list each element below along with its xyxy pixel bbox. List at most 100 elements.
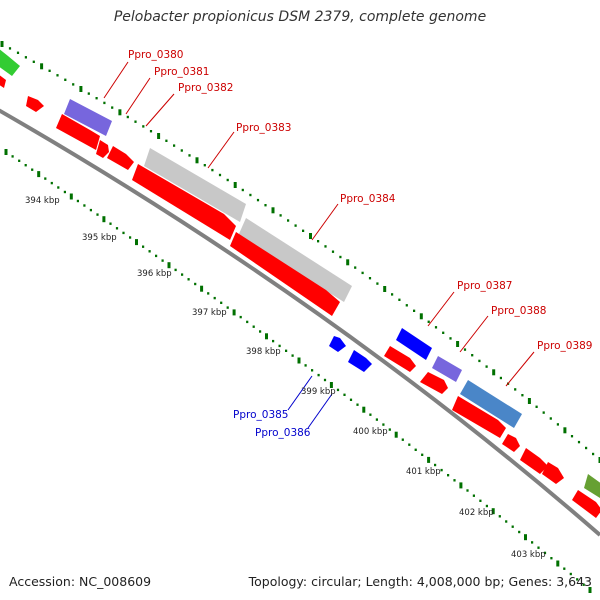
cds-forward-b[interactable] (520, 448, 548, 474)
cds-0380[interactable] (56, 114, 100, 150)
gene-label[interactable]: Ppro_0385 (233, 409, 288, 421)
tick-minor (241, 188, 244, 192)
tick-minor (279, 214, 282, 217)
tick-minor (453, 479, 456, 482)
tick-minor (220, 301, 223, 304)
tick-minor (259, 330, 262, 333)
misc-feature-0389[interactable] (460, 380, 522, 428)
tick-minor (57, 186, 60, 189)
tick-major (427, 456, 431, 463)
tick-labels: 394 kbp 395 kbp 396 kbp 397 kbp 398 kbp … (25, 196, 546, 560)
tick-minor (63, 190, 66, 194)
tick-minor (413, 309, 416, 312)
gene-label[interactable]: Ppro_0387 (457, 280, 512, 292)
tick-minor (148, 250, 151, 253)
callout-0384 (311, 203, 339, 241)
tick-minor (549, 417, 552, 420)
feature-green-top[interactable] (0, 48, 20, 76)
tick-major (79, 86, 83, 92)
feature-olive[interactable] (584, 474, 600, 498)
tick-minor (50, 181, 53, 185)
rna-0383[interactable] (144, 148, 246, 222)
tick-minor (95, 97, 98, 100)
tick-minor (576, 578, 579, 581)
genome-backbone (0, 108, 600, 537)
tick-minor (18, 159, 21, 162)
tick-minor (391, 293, 394, 296)
tick-major (195, 157, 199, 164)
cds-forward-a[interactable] (502, 434, 520, 452)
cds-0381[interactable] (96, 140, 109, 158)
tick-minor (317, 240, 320, 243)
cds-0382[interactable] (107, 146, 134, 170)
gene-labels: Ppro_0380 Ppro_0381 Ppro_0382 Ppro_0383 … (128, 49, 592, 439)
inner-tick-ring (4, 149, 592, 593)
misc-feature-0388[interactable] (432, 356, 462, 382)
cds-0385[interactable] (329, 336, 346, 352)
tick-minor (207, 292, 210, 295)
tick-label: 396 kbp (137, 269, 172, 279)
tick-minor (87, 92, 90, 95)
gene-label[interactable]: Ppro_0386 (255, 427, 311, 439)
tick-minor (542, 411, 545, 414)
rna-0384[interactable] (238, 218, 352, 302)
tick-minor (188, 154, 191, 157)
tick-minor (434, 326, 438, 329)
tick-label: 394 kbp (25, 196, 60, 206)
tick-minor (256, 198, 260, 202)
tick-minor (165, 139, 168, 142)
tick-minor (96, 213, 99, 216)
tick-major (232, 309, 236, 316)
gene-label[interactable]: Ppro_0388 (491, 305, 546, 317)
tick-minor (535, 405, 538, 408)
gene-label[interactable]: Ppro_0389 (537, 340, 592, 352)
tick-minor (449, 337, 452, 340)
tick-major (157, 133, 161, 139)
cds-0384[interactable] (230, 232, 340, 316)
tick-minor (356, 403, 359, 406)
tick-minor (249, 193, 252, 197)
tick-minor (336, 388, 340, 392)
cds-reverse-0387[interactable] (396, 328, 432, 360)
cds-0388[interactable] (420, 372, 448, 394)
tick-minor (311, 369, 314, 372)
cds-0386[interactable] (348, 350, 372, 372)
tick-minor (408, 443, 411, 446)
gene-label[interactable]: Ppro_0382 (178, 82, 233, 94)
tick-minor (361, 271, 364, 275)
tick-minor (585, 446, 588, 450)
cds-forward-edge[interactable] (0, 74, 6, 88)
gene-label[interactable]: Ppro_0383 (236, 122, 291, 134)
tick-minor (264, 204, 267, 207)
cds-0387[interactable] (384, 346, 416, 372)
tick-minor (521, 394, 524, 397)
tick-minor (349, 398, 353, 401)
tick-minor (8, 47, 12, 50)
tick-minor (369, 413, 372, 416)
tick-major (37, 171, 41, 178)
cds-0383[interactable] (132, 164, 236, 240)
tick-minor (427, 320, 430, 323)
tick-minor (518, 530, 521, 534)
gene-label[interactable]: Ppro_0381 (154, 66, 209, 78)
tick-minor (181, 273, 184, 276)
tick-minor (401, 438, 404, 441)
misc-feature-0380[interactable] (64, 99, 112, 136)
tick-minor (24, 56, 27, 59)
cds-forward-d[interactable] (572, 490, 600, 518)
cds-forward-c[interactable] (542, 462, 564, 484)
tick-minor (550, 557, 553, 560)
gene-label[interactable]: Ppro_0380 (128, 49, 183, 61)
tick-minor (343, 393, 346, 396)
tick-minor (213, 296, 216, 300)
gene-label[interactable]: Ppro_0384 (340, 193, 396, 205)
callout-0388 (459, 315, 489, 353)
tick-label: 395 kbp (82, 233, 117, 243)
tick-minor (405, 304, 408, 307)
cds-0389[interactable] (452, 396, 506, 438)
cds-forward-small[interactable] (26, 96, 44, 112)
tick-major (4, 149, 8, 155)
tick-minor (570, 435, 574, 438)
tick-minor (287, 219, 290, 222)
